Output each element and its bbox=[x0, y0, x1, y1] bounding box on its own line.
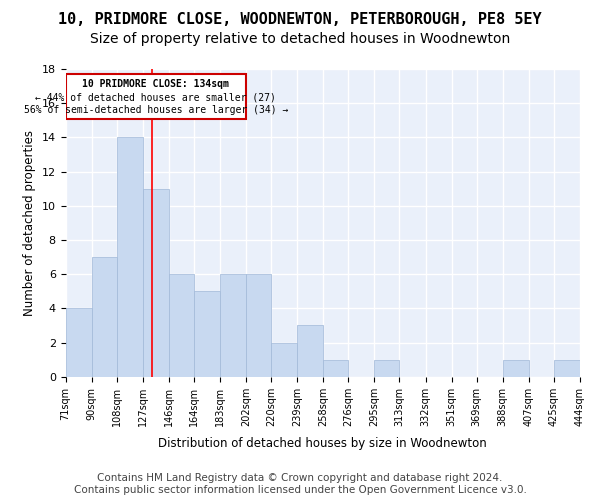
Text: 56% of semi-detached houses are larger (34) →: 56% of semi-detached houses are larger (… bbox=[23, 105, 288, 115]
Bar bbox=[374, 360, 400, 377]
Bar bbox=[246, 274, 271, 377]
FancyBboxPatch shape bbox=[65, 74, 246, 118]
Text: 10 PRIDMORE CLOSE: 134sqm: 10 PRIDMORE CLOSE: 134sqm bbox=[82, 80, 229, 90]
Bar bbox=[92, 257, 116, 377]
Bar bbox=[297, 326, 323, 377]
Bar bbox=[554, 360, 580, 377]
Text: Size of property relative to detached houses in Woodnewton: Size of property relative to detached ho… bbox=[90, 32, 510, 46]
Bar bbox=[143, 188, 169, 377]
Y-axis label: Number of detached properties: Number of detached properties bbox=[23, 130, 36, 316]
Bar bbox=[503, 360, 529, 377]
Bar bbox=[271, 342, 297, 377]
Text: Contains HM Land Registry data © Crown copyright and database right 2024.
Contai: Contains HM Land Registry data © Crown c… bbox=[74, 474, 526, 495]
Bar bbox=[323, 360, 348, 377]
Bar bbox=[65, 308, 92, 377]
Bar bbox=[116, 138, 143, 377]
Bar bbox=[194, 292, 220, 377]
Text: 10, PRIDMORE CLOSE, WOODNEWTON, PETERBOROUGH, PE8 5EY: 10, PRIDMORE CLOSE, WOODNEWTON, PETERBOR… bbox=[58, 12, 542, 28]
Bar bbox=[169, 274, 194, 377]
Text: ← 44% of detached houses are smaller (27): ← 44% of detached houses are smaller (27… bbox=[35, 92, 277, 102]
Bar bbox=[220, 274, 246, 377]
X-axis label: Distribution of detached houses by size in Woodnewton: Distribution of detached houses by size … bbox=[158, 437, 487, 450]
